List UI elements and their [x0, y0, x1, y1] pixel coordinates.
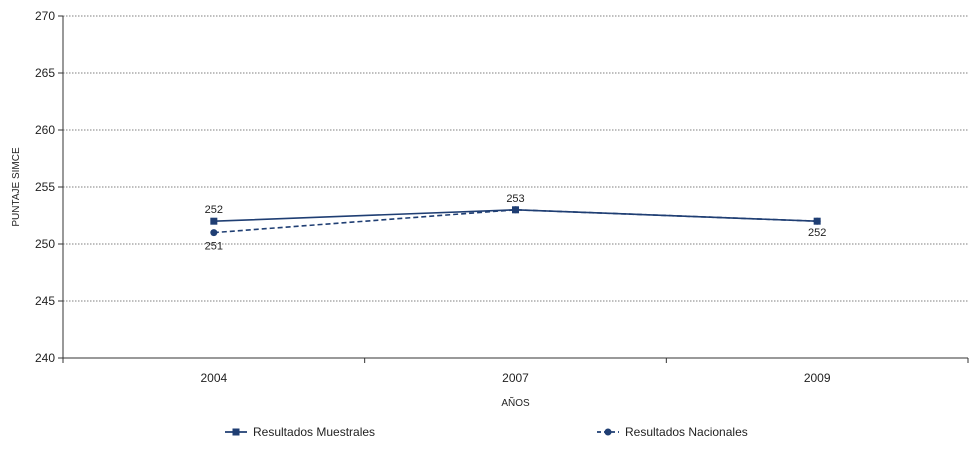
- y-axis-title: PUNTAJE SIMCE: [11, 147, 22, 227]
- legend-marker-square: [232, 428, 240, 436]
- x-tick-label: 2009: [804, 371, 831, 385]
- x-tick-label: 2007: [502, 371, 529, 385]
- data-label: 252: [205, 204, 223, 216]
- axis-layer: 240 245 250 255 260 265 270 2004 2007 2009: [35, 9, 969, 385]
- y-tick-label: 260: [35, 123, 55, 137]
- legend: Resultados Muestrales Resultados Nacional…: [225, 425, 748, 439]
- legend-item: Resultados Nacionales: [597, 425, 748, 439]
- y-tick-label: 250: [35, 237, 55, 251]
- data-label: 253: [506, 193, 524, 205]
- data-point-square: [512, 206, 519, 214]
- series-layer: [210, 206, 821, 237]
- data-point-square: [210, 217, 218, 225]
- legend-label: Resultados Nacionales: [625, 425, 748, 439]
- data-label-layer: 252 253 252 251: [205, 193, 827, 253]
- x-tick-label: 2004: [200, 371, 227, 385]
- y-tick-label: 255: [35, 180, 55, 194]
- legend-marker-circle: [604, 428, 612, 436]
- y-tick-label: 265: [35, 66, 55, 80]
- data-point-square: [813, 217, 821, 225]
- y-tick-label: 245: [35, 294, 55, 308]
- y-tick-label: 240: [35, 351, 55, 365]
- legend-item: Resultados Muestrales: [225, 425, 375, 439]
- legend-label: Resultados Muestrales: [253, 425, 375, 439]
- data-label: 252: [808, 227, 826, 239]
- x-axis-title: AÑOS: [501, 396, 530, 409]
- series-line: [213, 208, 818, 234]
- data-label: 251: [205, 241, 223, 253]
- grid-layer: [63, 15, 968, 302]
- y-tick-label: 270: [35, 9, 55, 23]
- data-point-circle: [210, 229, 218, 237]
